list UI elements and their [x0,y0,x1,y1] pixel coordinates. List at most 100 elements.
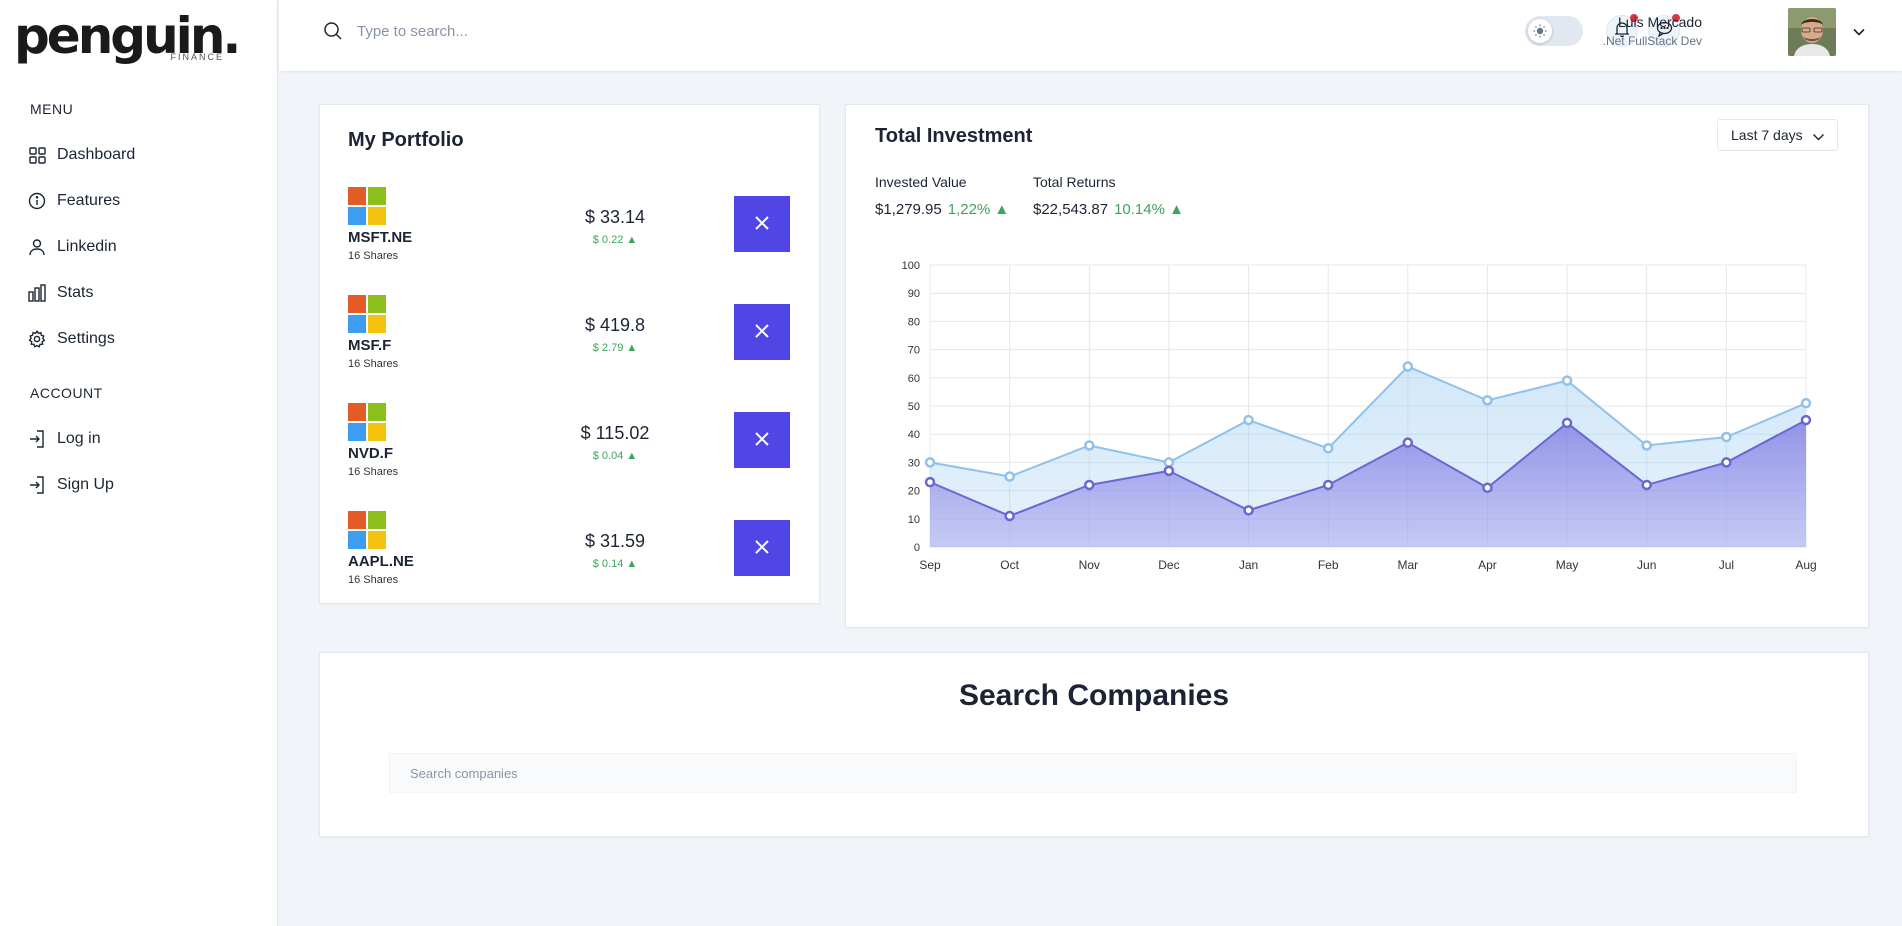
search-companies-title: Search Companies [958,679,1230,712]
data-point [1561,417,1573,429]
sidebar-item-label: Sign Up [57,476,114,493]
y-tick-label: 50 [908,401,920,413]
sidebar-item-label: Stats [57,284,94,301]
series-area [930,420,1806,547]
sidebar-item-label: Features [57,192,121,209]
invested-value-group: $1,279.95 1,22% ▲ [875,201,1009,218]
data-point [1402,437,1414,448]
x-tick-label: Oct [1000,558,1019,572]
returns-value-group: $22,543.87 10.14% ▲ [1033,201,1184,218]
sidebar-item-stats[interactable]: Stats [28,278,93,308]
investment-chart: 0 10 20 30 40 50 60 70 80 90 100 Sep Oct Nov Dec Jan Feb… [902,260,1817,572]
company-logo [348,295,386,333]
y-tick-label: 40 [908,429,920,441]
sidebar-item-login[interactable]: Log in [28,424,101,454]
user-name[interactable]: Luis Mercado [1617,14,1702,30]
x-tick-label: May [1556,558,1579,572]
remove-stock-button[interactable] [734,520,790,576]
chevron-down-icon [1812,129,1825,145]
notifications-button[interactable] [1606,14,1638,47]
data-point [1721,457,1732,468]
returns-label: Total Returns [1033,174,1116,190]
sidebar-item-label: Settings [57,330,115,347]
list-item: NVD.F 16 Shares $ 115.02 $ 0.04 ▲ [320,403,819,503]
search-input[interactable] [357,18,757,44]
stock-change: $ 0.04 ▲ [592,450,638,462]
y-tick-label: 10 [908,514,920,526]
remove-stock-button[interactable] [734,304,790,360]
x-tick-label: Nov [1079,558,1100,572]
notification-dot [1630,14,1638,22]
sidebar-item-linkedin[interactable]: Linkedin [28,232,117,262]
close-icon [754,215,770,234]
avatar[interactable] [1788,8,1836,56]
series-line [929,365,1807,478]
messages-button[interactable] [1648,14,1680,47]
brand-sub: FINANCE [170,52,224,62]
data-point [1163,465,1175,477]
list-item: MSFT.NE 16 Shares $ 33.14 $ 0.22 ▲ [320,187,819,287]
sidebar-item-label: Dashboard [57,146,136,163]
close-icon [754,539,770,558]
data-point [1084,440,1095,451]
x-tick-label: Dec [1158,558,1179,572]
portfolio-title: My Portfolio [348,129,464,151]
stock-symbol: MSFT.NE [348,229,413,246]
y-tick-label: 30 [908,457,920,469]
sun-icon [1528,19,1552,43]
invested-label: Invested Value [875,174,967,190]
list-item: AAPL.NE 16 Shares $ 31.59 $ 0.14 ▲ [320,511,819,611]
stock-price: $ 33.14 [584,207,646,227]
stock-price: $ 419.8 [584,315,646,335]
data-point [1721,431,1732,443]
chevron-down-icon[interactable] [1852,24,1866,42]
remove-stock-button[interactable] [734,412,790,468]
remove-stock-button[interactable] [734,196,790,252]
range-dropdown[interactable]: Last 7 days [1717,119,1838,151]
search-icon [323,21,343,46]
x-tick-label: Mar [1397,558,1418,572]
company-search-input[interactable] [389,753,1797,793]
stock-shares: 16 Shares [348,574,399,586]
login-icon [28,430,46,448]
investment-card: Total Investment Last 7 days Invested Va… [845,104,1869,628]
data-point [924,476,936,488]
sidebar: penguin. FINANCE MENU Dashboard Features… [0,0,278,926]
y-tick-label: 90 [908,288,920,300]
bell-icon [1614,21,1630,42]
theme-toggle[interactable] [1525,16,1583,46]
returns-pct: 10.14% ▲ [1114,201,1184,218]
range-label: Last 7 days [1731,127,1803,143]
sidebar-item-features[interactable]: Features [28,186,120,216]
sidebar-item-label: Linkedin [57,238,117,255]
data-point [1243,505,1254,516]
y-tick-label: 80 [908,316,920,328]
company-logo [348,187,386,225]
data-point [1561,375,1573,386]
data-point [1482,482,1493,494]
user-icon [28,238,46,256]
invested-value: $1,279.95 [875,201,942,218]
sidebar-item-dashboard[interactable]: Dashboard [28,140,135,170]
sidebar-item-signup[interactable]: Sign Up [28,470,114,500]
sidebar-item-label: Log in [57,430,101,447]
data-point [1641,440,1652,451]
stock-symbol: MSF.F [348,337,392,354]
brand-name: penguin. [14,7,241,65]
brand-logo[interactable]: penguin. FINANCE [14,6,241,66]
stock-symbol: AAPL.NE [348,553,414,570]
x-tick-label: Sep [919,558,941,572]
message-dot [1672,14,1680,22]
x-tick-label: Jan [1239,558,1258,572]
y-tick-label: 20 [908,486,920,498]
series-line [929,419,1807,518]
search-companies-card: Search Companies [319,652,1869,837]
stock-price: $ 115.02 [580,423,650,443]
data-point [1402,361,1414,372]
invested-pct: 1,22% ▲ [947,201,1010,218]
y-tick-label: 60 [908,373,920,385]
sidebar-item-settings[interactable]: Settings [28,324,115,354]
stock-symbol: NVD.F [348,445,393,462]
user-role: .Net FullStack Dev [1602,34,1702,48]
bar-chart-icon [28,284,46,302]
